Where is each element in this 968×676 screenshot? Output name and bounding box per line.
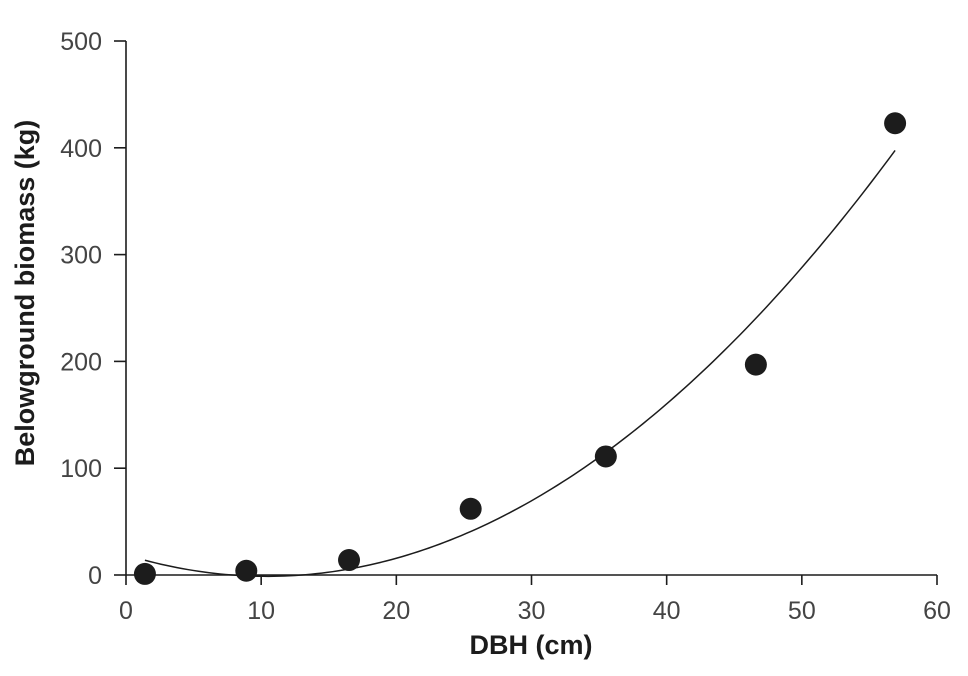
x-tick-label: 40: [653, 597, 681, 625]
x-ticks: 0 10 20 30 40 50 60: [119, 575, 951, 625]
x-tick-label: 0: [119, 597, 133, 625]
x-tick-label: 10: [247, 597, 275, 625]
data-point: [594, 445, 617, 468]
x-tick-label: 30: [518, 597, 546, 625]
x-axis-title: DBH (cm): [469, 630, 592, 660]
axes: [125, 41, 937, 576]
x-tick-label: 60: [923, 597, 951, 625]
y-tick-label: 100: [60, 455, 102, 483]
y-tick-label: 400: [60, 135, 102, 163]
x-tick-label: 20: [382, 597, 410, 625]
data-point: [744, 353, 767, 376]
data-points: [133, 112, 907, 585]
data-point: [884, 112, 907, 135]
x-tick-label: 50: [788, 597, 816, 625]
data-point: [133, 562, 156, 585]
data-point: [338, 549, 361, 572]
data-point: [459, 497, 482, 520]
fit-curve: [144, 149, 896, 578]
y-tick-label: 300: [60, 242, 102, 270]
y-tick-label: 0: [88, 562, 102, 590]
y-ticks: 0 100 200 300 400 500: [60, 28, 126, 590]
y-tick-label: 200: [60, 348, 102, 376]
data-point: [235, 559, 258, 582]
y-tick-label: 500: [60, 28, 102, 56]
y-axis-title: Belowground biomass (kg): [10, 120, 40, 467]
